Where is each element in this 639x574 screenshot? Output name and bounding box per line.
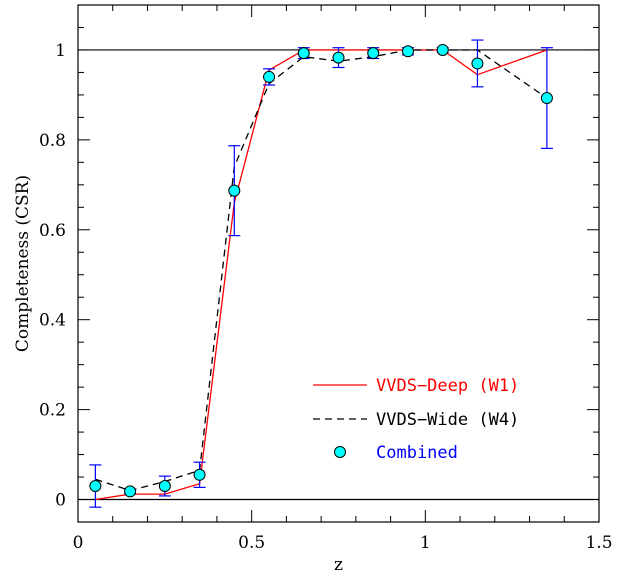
y-tick-label: 0.8	[39, 131, 66, 151]
x-tick-label: 0	[73, 533, 84, 553]
data-point	[193, 468, 206, 481]
x-tick-label: 0.5	[238, 533, 265, 553]
data-point	[332, 51, 345, 64]
y-tick-label: 0.6	[39, 221, 66, 241]
data-point	[263, 70, 276, 83]
y-tick-label: 1	[55, 41, 66, 61]
data-point	[228, 184, 241, 197]
legend: VVDS−Deep (W1) VVDS−Wide (W4) Combined	[313, 376, 519, 463]
series-lines	[95, 49, 548, 501]
axis-ticks	[77, 4, 600, 523]
x-axis-label: z	[334, 555, 343, 574]
series-line-0	[95, 49, 548, 501]
y-axis-label: Completeness (CSR)	[13, 175, 33, 352]
y-tick-label: 0	[55, 491, 66, 511]
data-point	[540, 92, 553, 105]
x-tick-label: 1.5	[585, 533, 612, 553]
data-point	[401, 45, 414, 58]
legend-swatch-combined	[334, 446, 346, 458]
reference-lines	[78, 49, 599, 501]
plot-frame	[77, 4, 600, 523]
data-point	[89, 480, 102, 493]
y-tick-label: 0.2	[39, 401, 66, 421]
legend-label-combined: Combined	[376, 443, 458, 463]
tick-labels: 0 0.5 1 1.5 0 0.2 0.4 0.6 0.8 1	[39, 41, 613, 553]
errorbars	[89, 39, 553, 508]
data-point	[436, 43, 449, 56]
data-point	[124, 485, 137, 498]
data-point	[297, 47, 310, 60]
x-tick-label: 1	[420, 533, 431, 553]
combined-markers	[89, 43, 553, 498]
legend-label-deep: VVDS−Deep (W1)	[376, 376, 519, 396]
legend-label-wide: VVDS−Wide (W4)	[376, 410, 519, 430]
data-point	[158, 480, 171, 493]
data-point	[367, 47, 380, 60]
y-tick-label: 0.4	[39, 311, 66, 331]
data-point	[471, 57, 484, 70]
